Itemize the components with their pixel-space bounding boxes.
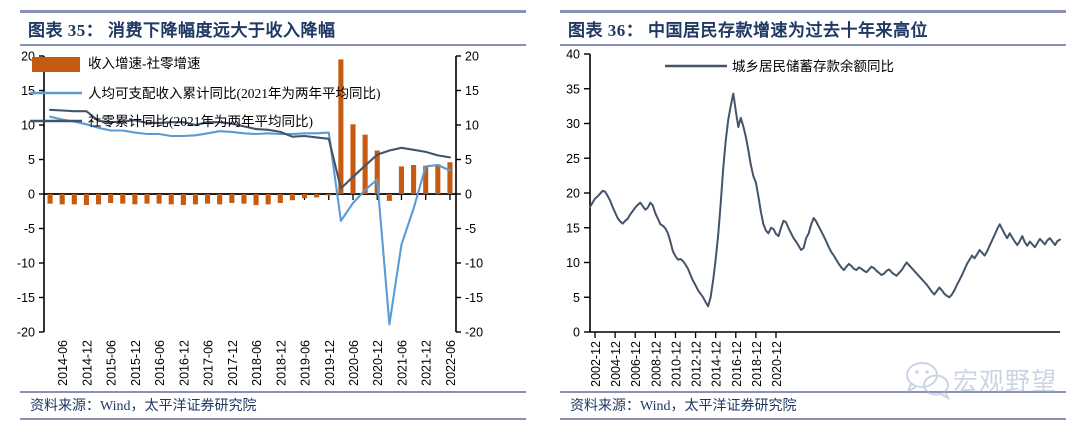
- svg-text:2014-12: 2014-12: [710, 341, 724, 387]
- svg-text:2015-06: 2015-06: [105, 340, 119, 386]
- svg-text:2018-12: 2018-12: [750, 341, 764, 387]
- title-rule-bottom: [20, 44, 526, 46]
- svg-text:人均可支配收入累计同比(2021年为两年平均同比): 人均可支配收入累计同比(2021年为两年平均同比): [88, 86, 381, 101]
- svg-text:-20: -20: [465, 326, 483, 340]
- figure-36-title: 图表 36： 中国居民存款增速为过去十年来高位: [568, 21, 928, 40]
- svg-text:10: 10: [566, 256, 580, 270]
- source-rule-bottom: [560, 418, 1066, 420]
- svg-text:2021-06: 2021-06: [395, 340, 409, 386]
- svg-text:15: 15: [566, 221, 580, 235]
- svg-text:5: 5: [573, 291, 580, 305]
- svg-text:15: 15: [21, 84, 35, 98]
- svg-text:-15: -15: [465, 291, 483, 305]
- svg-text:2019-06: 2019-06: [299, 340, 313, 386]
- svg-text:2012-12: 2012-12: [690, 341, 704, 387]
- svg-text:2016-12: 2016-12: [730, 341, 744, 387]
- svg-text:2018-06: 2018-06: [250, 340, 264, 386]
- svg-text:2015-12: 2015-12: [129, 340, 143, 386]
- svg-text:-5: -5: [24, 222, 35, 236]
- svg-text:2020-12: 2020-12: [770, 341, 784, 387]
- svg-text:5: 5: [28, 153, 35, 167]
- svg-text:2020-12: 2020-12: [371, 340, 385, 386]
- figure-35-source: 资料来源：Wind，太平洋证券研究院: [30, 399, 257, 414]
- source-rule-top: [560, 391, 1066, 393]
- svg-text:2021-12: 2021-12: [420, 340, 434, 386]
- svg-text:20: 20: [21, 50, 35, 64]
- svg-text:10: 10: [465, 119, 479, 133]
- svg-text:5: 5: [465, 153, 472, 167]
- source-rule-bottom: [20, 418, 526, 420]
- svg-text:0: 0: [465, 188, 472, 202]
- figure-35-source-block: 资料来源：Wind，太平洋证券研究院: [20, 391, 526, 420]
- svg-text:-10: -10: [17, 257, 35, 271]
- svg-text:2004-12: 2004-12: [609, 341, 623, 387]
- svg-text:-20: -20: [17, 326, 35, 340]
- svg-text:2022-06: 2022-06: [444, 340, 458, 386]
- svg-text:35: 35: [566, 82, 580, 96]
- figure-panel-36: 图表 36： 中国居民存款增速为过去十年来高位 0 5 10 15 20 25 30 35 40…: [540, 0, 1080, 426]
- figure-36-source: 资料来源：Wind，太平洋证券研究院: [570, 399, 797, 414]
- figure-35-title: 图表 35： 消费下降幅度远大于收入降幅: [28, 21, 336, 40]
- svg-text:收入增速-社零增速: 收入增速-社零增速: [88, 56, 201, 71]
- svg-text:2010-12: 2010-12: [669, 341, 683, 387]
- svg-text:社零累计同比(2021年为两年平均同比): 社零累计同比(2021年为两年平均同比): [88, 114, 313, 129]
- svg-text:20: 20: [566, 187, 580, 201]
- title-rule-top: [20, 10, 526, 13]
- svg-text:40: 40: [566, 48, 580, 62]
- svg-text:25: 25: [566, 152, 580, 166]
- svg-text:0: 0: [573, 326, 580, 340]
- figure-panel-35: 图表 35： 消费下降幅度远大于收入降幅 20 20 15 15 10 10 5 5 0 0 -5-…: [0, 10, 540, 420]
- svg-text:-10: -10: [465, 257, 483, 271]
- source-rule-top: [20, 391, 526, 393]
- svg-text:0: 0: [28, 188, 35, 202]
- svg-text:2014-06: 2014-06: [56, 340, 70, 386]
- svg-text:2018-12: 2018-12: [274, 340, 288, 386]
- figure-36-plot: 0 5 10 15 20 25 30 35 40 2002-12 2004-12 2006-12 200…: [540, 44, 1080, 392]
- title-rule-bottom: [560, 44, 1066, 46]
- title-rule-top: [560, 10, 1066, 13]
- svg-text:15: 15: [465, 84, 479, 98]
- svg-text:2016-06: 2016-06: [153, 340, 167, 386]
- figure-35-plot: 20 20 15 15 10 10 5 5 0 0 -5 -5 -10 -10 -15 -15 -20 -20 20…: [0, 44, 540, 392]
- svg-text:2020-06: 2020-06: [347, 340, 361, 386]
- figure-35-title-block: 图表 35： 消费下降幅度远大于收入降幅: [20, 10, 526, 46]
- figure-36-source-block: 资料来源：Wind，太平洋证券研究院: [560, 391, 1066, 420]
- svg-text:-15: -15: [17, 291, 35, 305]
- svg-text:城乡居民储蓄存款余额同比: 城乡居民储蓄存款余额同比: [732, 58, 894, 74]
- svg-text:2002-12: 2002-12: [589, 341, 603, 387]
- svg-text:2006-12: 2006-12: [629, 341, 643, 387]
- svg-text:2016-12: 2016-12: [177, 340, 191, 386]
- figure-36-title-block: 图表 36： 中国居民存款增速为过去十年来高位: [560, 10, 1066, 46]
- svg-text:2017-06: 2017-06: [202, 340, 216, 386]
- svg-text:2019-12: 2019-12: [323, 340, 337, 386]
- svg-text:2014-12: 2014-12: [80, 340, 94, 386]
- svg-text:2017-12: 2017-12: [226, 340, 240, 386]
- svg-text:30: 30: [566, 117, 580, 131]
- svg-text:2008-12: 2008-12: [649, 341, 663, 387]
- svg-text:20: 20: [465, 50, 479, 64]
- svg-text:-5: -5: [465, 222, 476, 236]
- figure-36-svg: 0 5 10 15 20 25 30 35 40 2002-12 2004-12 2006-12 200…: [566, 48, 1061, 387]
